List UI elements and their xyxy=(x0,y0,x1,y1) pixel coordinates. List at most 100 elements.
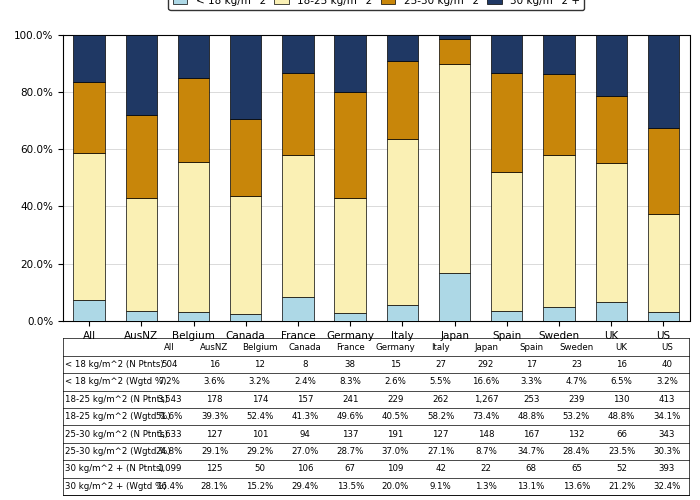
Text: < 18 kg/m^2 (Wgtd %): < 18 kg/m^2 (Wgtd %) xyxy=(65,378,167,386)
Text: 229: 229 xyxy=(387,395,404,404)
Text: 16.4%: 16.4% xyxy=(155,482,183,491)
Bar xyxy=(491,312,522,321)
Text: 127: 127 xyxy=(433,430,449,438)
Text: 4.7%: 4.7% xyxy=(566,378,587,386)
Bar xyxy=(386,36,418,62)
Text: 25-30 kg/m^2 (N Ptnts): 25-30 kg/m^2 (N Ptnts) xyxy=(65,430,168,438)
Text: France: France xyxy=(336,342,365,351)
Bar xyxy=(543,74,575,156)
Text: 28.1%: 28.1% xyxy=(201,482,228,491)
Bar xyxy=(230,118,261,196)
Bar xyxy=(596,96,626,163)
Text: US: US xyxy=(661,342,673,351)
Bar xyxy=(74,300,105,321)
Text: 39.3%: 39.3% xyxy=(201,412,228,421)
Text: 5.5%: 5.5% xyxy=(430,378,452,386)
Bar xyxy=(282,156,314,297)
Text: 148: 148 xyxy=(477,430,494,438)
Bar xyxy=(125,115,157,198)
Text: 130: 130 xyxy=(613,395,630,404)
Bar xyxy=(125,34,157,115)
Bar xyxy=(178,162,209,312)
Text: 52.4%: 52.4% xyxy=(246,412,274,421)
Text: 9.1%: 9.1% xyxy=(430,482,452,491)
Bar xyxy=(335,314,366,321)
Bar xyxy=(74,152,105,300)
Text: 48.8%: 48.8% xyxy=(608,412,636,421)
Text: 24.8%: 24.8% xyxy=(155,447,183,456)
Bar xyxy=(648,312,679,321)
Text: 241: 241 xyxy=(342,395,358,404)
Text: 65: 65 xyxy=(571,464,582,473)
Text: 50: 50 xyxy=(254,464,265,473)
Bar xyxy=(491,172,522,312)
Text: 42: 42 xyxy=(435,464,446,473)
Text: 262: 262 xyxy=(433,395,449,404)
Text: 68: 68 xyxy=(526,464,537,473)
Bar xyxy=(125,310,157,321)
Text: 38: 38 xyxy=(344,360,356,369)
Text: 51.6%: 51.6% xyxy=(155,412,183,421)
Bar xyxy=(439,38,470,64)
Text: 132: 132 xyxy=(568,430,584,438)
Text: 157: 157 xyxy=(297,395,314,404)
Bar xyxy=(439,274,470,321)
Text: 32.4%: 32.4% xyxy=(653,482,680,491)
Text: 27.0%: 27.0% xyxy=(291,447,318,456)
Bar xyxy=(648,214,679,312)
Text: 2.4%: 2.4% xyxy=(294,378,316,386)
Text: 1,633: 1,633 xyxy=(157,430,181,438)
Bar xyxy=(543,36,575,74)
Text: UK: UK xyxy=(615,342,628,351)
Bar xyxy=(335,34,366,92)
Text: Canada: Canada xyxy=(288,342,321,351)
Text: 30 kg/m^2 + (N Ptnts): 30 kg/m^2 + (N Ptnts) xyxy=(65,464,164,473)
Text: < 18 kg/m^2 (N Ptnts): < 18 kg/m^2 (N Ptnts) xyxy=(65,360,164,369)
Text: 137: 137 xyxy=(342,430,358,438)
Bar xyxy=(282,74,314,156)
Bar xyxy=(335,198,366,314)
Bar xyxy=(491,36,522,72)
Text: 18-25 kg/m^2 (N Ptnts): 18-25 kg/m^2 (N Ptnts) xyxy=(65,395,168,404)
Text: 3.3%: 3.3% xyxy=(520,378,542,386)
Text: 2.6%: 2.6% xyxy=(384,378,407,386)
Bar xyxy=(386,138,418,305)
Text: AusNZ: AusNZ xyxy=(200,342,229,351)
Text: 174: 174 xyxy=(251,395,268,404)
Text: 101: 101 xyxy=(251,430,268,438)
Text: Germany: Germany xyxy=(376,342,415,351)
Text: 34.7%: 34.7% xyxy=(517,447,545,456)
Text: 67: 67 xyxy=(344,464,356,473)
Text: Belgium: Belgium xyxy=(242,342,277,351)
Text: 29.1%: 29.1% xyxy=(201,447,228,456)
Text: 29.4%: 29.4% xyxy=(291,482,318,491)
Text: 40.5%: 40.5% xyxy=(382,412,409,421)
Bar xyxy=(386,62,418,138)
Text: 12: 12 xyxy=(254,360,265,369)
Bar xyxy=(596,163,626,302)
Text: 29.2%: 29.2% xyxy=(246,447,274,456)
Bar xyxy=(648,128,679,214)
Text: 16: 16 xyxy=(209,360,220,369)
Text: 23.5%: 23.5% xyxy=(608,447,636,456)
Bar xyxy=(178,78,209,162)
Text: 3.6%: 3.6% xyxy=(204,378,225,386)
Text: 21.2%: 21.2% xyxy=(608,482,636,491)
Bar xyxy=(282,297,314,321)
Text: 40: 40 xyxy=(662,360,673,369)
Bar xyxy=(335,92,366,198)
Text: 8.3%: 8.3% xyxy=(340,378,361,386)
Text: 53.2%: 53.2% xyxy=(563,412,590,421)
Text: 393: 393 xyxy=(659,464,675,473)
Bar xyxy=(74,82,105,152)
Text: 1.3%: 1.3% xyxy=(475,482,497,491)
Bar xyxy=(230,314,261,321)
Text: 73.4%: 73.4% xyxy=(473,412,500,421)
Text: 66: 66 xyxy=(616,430,627,438)
Text: 41.3%: 41.3% xyxy=(291,412,318,421)
Text: 167: 167 xyxy=(523,430,540,438)
Text: 8: 8 xyxy=(302,360,308,369)
Text: 49.6%: 49.6% xyxy=(337,412,364,421)
Text: 34.1%: 34.1% xyxy=(653,412,680,421)
Bar xyxy=(230,196,261,314)
